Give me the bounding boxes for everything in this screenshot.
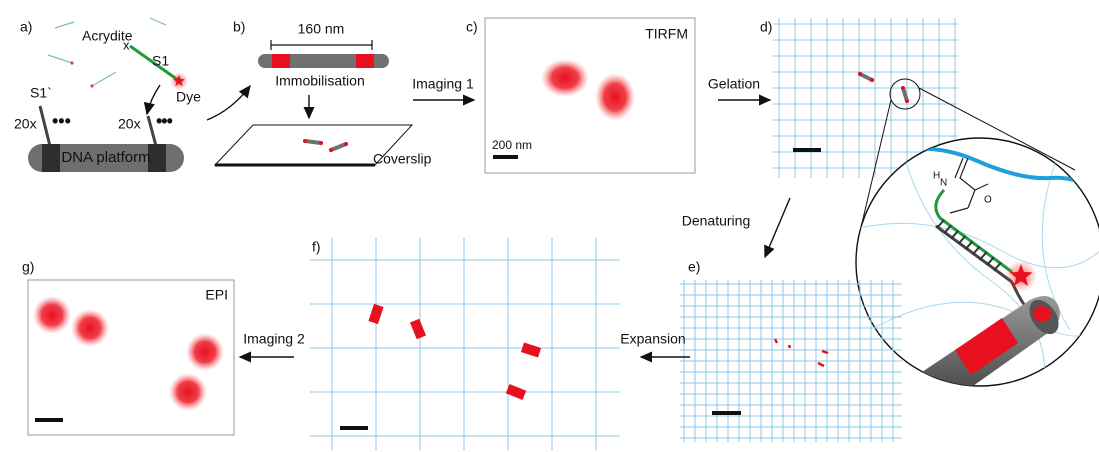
spot (33, 296, 71, 334)
chem-o: O (984, 195, 992, 206)
panel-label: f) (312, 239, 321, 255)
s1-label: S1 (152, 53, 169, 69)
ellipsis: ••• (52, 111, 71, 131)
spot (541, 59, 589, 97)
microscope-label: TIRFM (645, 26, 688, 42)
arrow (765, 198, 790, 257)
rod (860, 74, 872, 80)
capture-strand (40, 106, 50, 146)
arrow (207, 86, 250, 120)
acrydite-mark: x (123, 37, 130, 52)
spot (186, 333, 224, 371)
arrow-label: Imaging 1 (412, 76, 474, 92)
free-strands-part (92, 72, 116, 86)
expanded-dyes-part (521, 342, 541, 357)
s1-complement-label: S1` (30, 85, 52, 101)
dye (329, 148, 333, 152)
free-strands-part (55, 22, 74, 28)
rod (305, 141, 321, 143)
panel-label: e) (688, 259, 700, 275)
dye (858, 72, 862, 76)
dye-label: Dye (176, 89, 201, 105)
length-label: 160 nm (298, 21, 345, 37)
copies-label: 20x (14, 116, 37, 132)
dye (303, 139, 307, 143)
step-label: Immobilisation (275, 73, 364, 89)
figure: a) Acrydite x S1 Dye S1` 20x 20x ••• •••… (0, 0, 1099, 452)
dye (344, 142, 348, 146)
dye (905, 99, 909, 103)
dye (319, 141, 323, 145)
chem-n: N (940, 178, 947, 189)
copies-label: 20x (118, 116, 141, 132)
platform-label: DNA platform (61, 149, 150, 166)
rod (903, 88, 907, 101)
panel-label: g) (22, 259, 34, 275)
free-strands-part (90, 84, 93, 87)
dye-site (356, 54, 374, 68)
expanded-dyes-part (818, 363, 824, 366)
ellipsis: ••• (156, 111, 173, 131)
expanded-dyes (368, 304, 541, 400)
scale-label: 200 nm (492, 138, 532, 152)
panel-f: f) (310, 238, 620, 450)
expanded-dyes-part (506, 384, 526, 400)
body: a) Acrydite x S1 Dye S1` 20x 20x ••• •••… (0, 0, 1099, 452)
coverslip-label: Coverslip (373, 151, 432, 167)
panel-b: b) 160 nm Immobilisation Coverslip (215, 19, 432, 167)
panel-c: c) TIRFM 200 nm (466, 18, 695, 173)
arrow-label: Expansion (620, 331, 685, 347)
chem-h: H (933, 171, 940, 182)
free-strands-part (150, 18, 166, 25)
dye-site (1033, 306, 1051, 322)
platform-end (148, 144, 166, 172)
free-strands-part (48, 55, 72, 63)
dye (870, 78, 874, 82)
panel-label: b) (233, 19, 245, 35)
expanded-dyes-part (410, 319, 426, 339)
capture-strand (148, 116, 156, 146)
panel-label: c) (466, 19, 478, 35)
length-bar (271, 40, 372, 50)
panel-label: d) (760, 19, 772, 35)
panel-d: d) N H O (760, 18, 1099, 420)
arrow-label: Imaging 2 (243, 331, 305, 347)
dye (901, 86, 905, 90)
dye-site (272, 54, 290, 68)
binding-arrow (147, 85, 160, 114)
expanded-dyes-part (368, 304, 383, 324)
arrow-label: Gelation (708, 76, 760, 92)
spot (169, 373, 207, 411)
expanded-dyes-part (789, 345, 790, 348)
platform-end (42, 144, 60, 172)
microscope-label: EPI (205, 287, 228, 303)
free-strands-part (70, 61, 73, 64)
panel-g: g) EPI (22, 259, 234, 435)
arrow-label: Denaturing (682, 213, 751, 229)
spot (595, 73, 635, 121)
gel-grid (310, 238, 620, 450)
page: DNA platform expansion microscopy {"pane… (0, 0, 1099, 452)
spot (71, 309, 109, 347)
expanded-dyes-part (775, 339, 777, 343)
panel-a: a) Acrydite x S1 Dye S1` 20x 20x ••• •••… (14, 18, 201, 172)
panel-label: a) (20, 19, 32, 35)
